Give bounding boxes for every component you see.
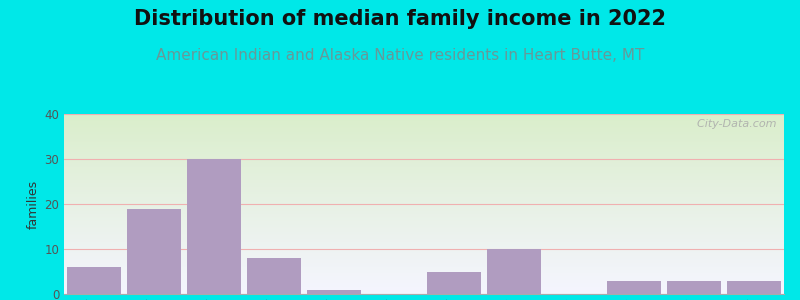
Bar <box>487 249 541 294</box>
Bar <box>607 280 661 294</box>
Bar <box>127 208 181 294</box>
Text: Distribution of median family income in 2022: Distribution of median family income in … <box>134 9 666 29</box>
Text: City-Data.com: City-Data.com <box>690 119 777 129</box>
Bar <box>667 280 721 294</box>
Bar <box>427 272 481 294</box>
Bar <box>247 258 301 294</box>
Bar <box>187 159 241 294</box>
Bar <box>307 290 361 294</box>
Bar <box>67 267 121 294</box>
Y-axis label: families: families <box>27 179 40 229</box>
Bar <box>727 280 781 294</box>
Text: American Indian and Alaska Native residents in Heart Butte, MT: American Indian and Alaska Native reside… <box>156 48 644 63</box>
